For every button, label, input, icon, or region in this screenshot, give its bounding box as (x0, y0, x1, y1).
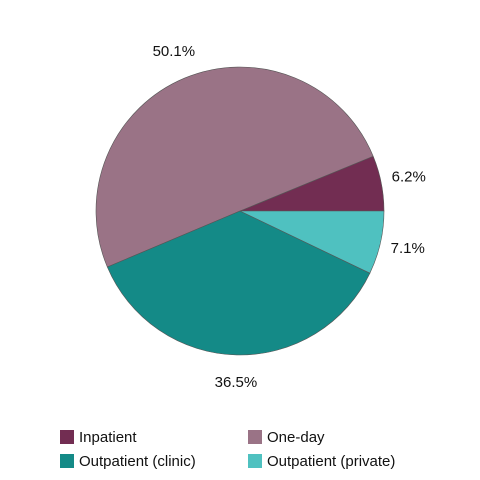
pie-slice (106, 210, 371, 356)
legend-label: Outpatient (private) (267, 453, 395, 470)
legend-swatch (60, 454, 74, 468)
pie-slice (95, 66, 374, 268)
data-label: 36.5% (215, 374, 258, 391)
legend-swatch (248, 454, 262, 468)
legend-swatch (60, 430, 74, 444)
data-label: 6.2% (392, 169, 426, 186)
legend-label: Outpatient (clinic) (79, 453, 196, 470)
legend-swatch (248, 430, 262, 444)
data-label: 50.1% (153, 43, 196, 60)
pie-slice (239, 210, 385, 274)
legend-label: Inpatient (79, 429, 137, 446)
legend-label: One-day (267, 429, 325, 446)
data-label: 7.1% (391, 240, 425, 257)
